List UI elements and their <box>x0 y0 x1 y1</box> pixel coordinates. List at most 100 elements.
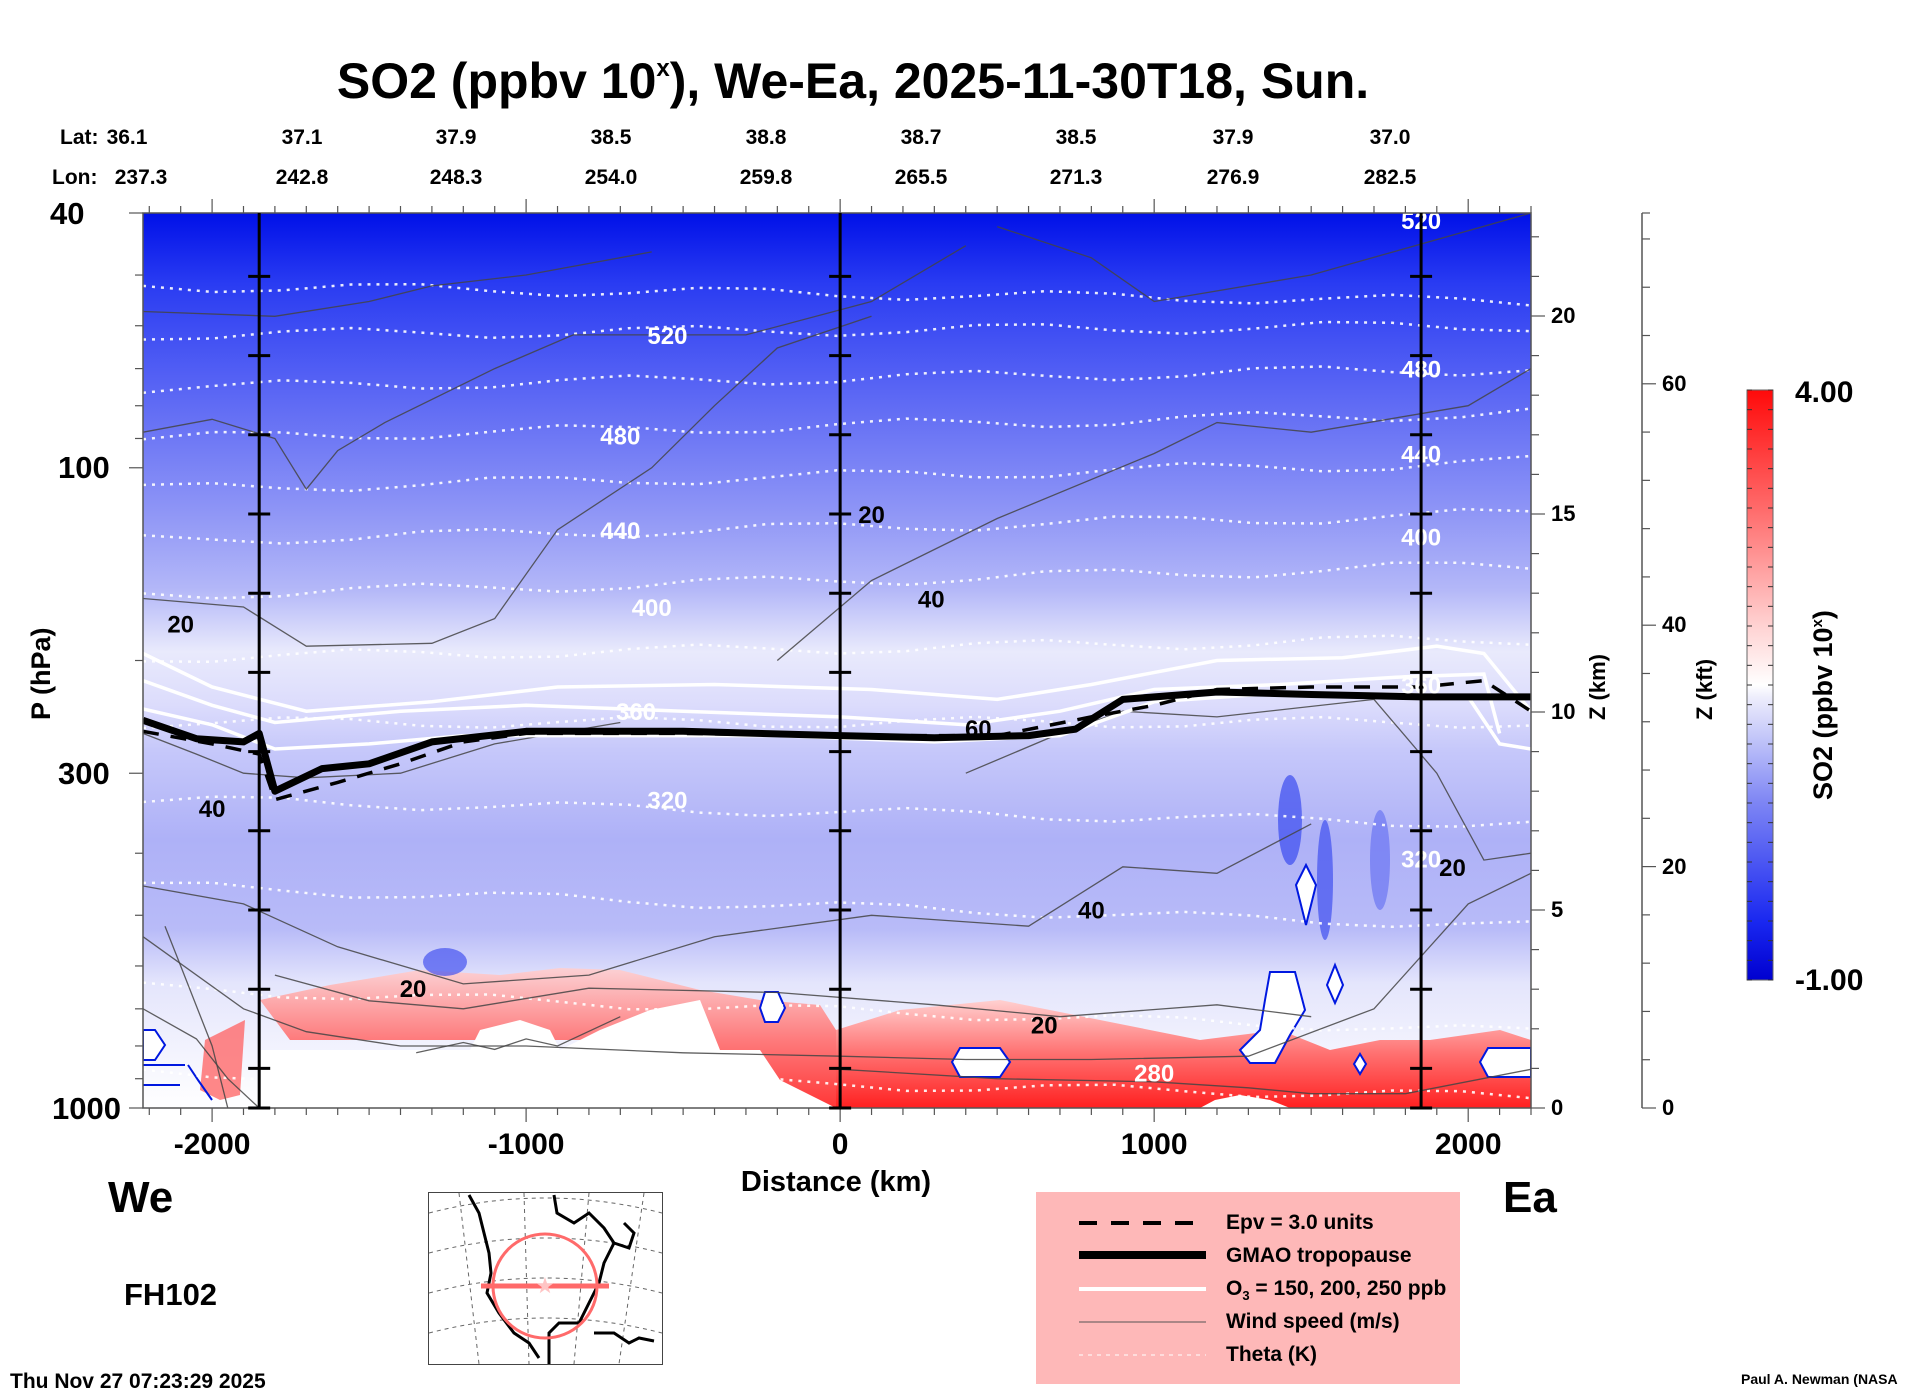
ozone-contour <box>143 672 1502 734</box>
wind-speed-contour <box>143 251 652 317</box>
so2-background-field <box>143 213 1531 1108</box>
legend-item-theta: Theta (K) <box>1226 1343 1317 1366</box>
pressure-axis-ticks <box>129 212 143 1109</box>
title-superscript: x <box>656 55 670 83</box>
theta-label: 480 <box>600 423 640 450</box>
lon-value: 282.5 <box>1363 166 1417 189</box>
wind-speed-label: 20 <box>400 976 427 1003</box>
title-text-suffix: ), We-Ea, 2025-11-30T18, Sun. <box>669 53 1370 109</box>
wind-speed-contour <box>143 245 967 491</box>
epv-contour <box>143 678 1531 802</box>
lat-row-label: Lat: <box>60 126 99 149</box>
y-tick-label: 300 <box>58 756 110 791</box>
wind-speed-contour <box>164 925 229 1108</box>
theta-contour <box>143 561 1531 600</box>
so2-high-region-far-west <box>200 1020 245 1100</box>
theta-contour <box>143 981 1531 1032</box>
legend-item-epv: Epv = 3.0 units <box>1226 1211 1374 1234</box>
z-kft-axis-title: Z (kft) <box>1692 658 1717 720</box>
x-axis-title: Distance (km) <box>740 1166 932 1198</box>
colorbar-title-text: SO2 (ppbv 10 <box>1808 627 1838 800</box>
so2-min-contour <box>1325 962 1345 1006</box>
so2-low-streak <box>1317 820 1333 940</box>
theta-contour <box>143 795 1531 828</box>
legend-item-ozone: O3 = 150, 200, 250 ppb <box>1226 1277 1446 1303</box>
lat-value: 37.9 <box>435 126 477 149</box>
lat-value: 38.7 <box>900 126 942 149</box>
theta-label: 400 <box>632 595 672 622</box>
map-graticule <box>429 1193 662 1364</box>
z-kft-tick-label: 0 <box>1662 1095 1675 1120</box>
reference-lines <box>248 213 1433 1110</box>
theta-contour <box>143 715 1531 730</box>
wind-speed-label: 60 <box>965 716 992 743</box>
z-km-tick-label: 20 <box>1551 303 1576 328</box>
so2-min-contour <box>1294 862 1318 926</box>
colorbar-title-suffix: ) <box>1808 610 1838 620</box>
y-tick-label: 100 <box>58 450 110 485</box>
x-minor-ticks <box>148 199 1532 1122</box>
wind-speed-contour <box>143 315 872 647</box>
wind-speed-label: 40 <box>1078 898 1105 925</box>
z-kft-axis <box>1641 212 1656 1109</box>
colorbar-min-label: -1.00 <box>1795 964 1864 997</box>
lat-value: 38.5 <box>590 126 632 149</box>
theta-contour <box>143 1068 1531 1100</box>
z-km-tick-label: 10 <box>1551 699 1576 724</box>
theta-contour <box>143 407 1531 441</box>
west-direction-label: We <box>108 1173 174 1222</box>
theta-contour <box>143 881 1531 929</box>
lon-value: 276.9 <box>1206 166 1260 189</box>
legend-item-tropopause: GMAO tropopause <box>1226 1244 1412 1267</box>
x-tick-label: -2000 <box>173 1128 251 1161</box>
so2-min-contour <box>143 1029 167 1061</box>
timestamp: Thu Nov 27 07:23:29 2025 <box>10 1370 266 1393</box>
z-km-axis <box>1531 236 1545 1109</box>
wind-speed-contour <box>274 974 1312 1018</box>
lat-value: 37.9 <box>1212 126 1254 149</box>
location-map-inset: ★ <box>428 1192 663 1365</box>
y-tick-label: 40 <box>50 196 85 231</box>
z-kft-tick-label: 20 <box>1662 853 1687 879</box>
lon-value: 271.3 <box>1049 166 1103 189</box>
wind-speed-contour <box>416 1016 621 1054</box>
legend-swatches <box>1079 1221 1206 1356</box>
wind-speed-label: 20 <box>167 611 194 638</box>
lon-value: 248.3 <box>429 166 483 189</box>
theta-label: 360 <box>616 699 656 726</box>
theta-contour <box>143 454 1531 493</box>
center-star-icon: ★ <box>535 1273 555 1298</box>
wind-speed-contour <box>776 368 1531 661</box>
wind-speed-label: 20 <box>1439 855 1466 882</box>
heatmap-field: 5205204804804404404004003603603203202802… <box>143 213 1531 1108</box>
so2-low-streak <box>1278 775 1302 865</box>
wind-speed-label: 40 <box>199 796 226 823</box>
wind-speed-contour <box>143 823 1312 985</box>
lat-value: 38.8 <box>745 126 787 149</box>
lon-value: 259.8 <box>739 166 793 189</box>
forecast-hour-label: FH102 <box>124 1277 218 1312</box>
map-svg: ★ <box>429 1193 662 1364</box>
z-km-tick-label: 5 <box>1551 897 1564 922</box>
so2-low-streak <box>1370 810 1390 910</box>
so2-high-region-east <box>836 1000 1531 1108</box>
theta-label: 320 <box>647 788 687 815</box>
y-axis-title: P (hPa) <box>26 627 56 720</box>
colorbar-title: SO2 (ppbv 10x) <box>1808 610 1839 800</box>
lat-value: 37.0 <box>1369 126 1411 149</box>
so2-min-contour <box>1478 1047 1531 1078</box>
legend-ozone-o: O <box>1226 1277 1243 1300</box>
so2-min-contour <box>1238 971 1307 1064</box>
so2-low-streak <box>423 948 467 976</box>
lon-value: 237.3 <box>114 166 168 189</box>
z-km-tick-label: 0 <box>1551 1095 1564 1120</box>
theta-contour <box>143 365 1531 395</box>
colorbar-ticks <box>1747 389 1773 981</box>
x-tick-label: 2000 <box>1434 1128 1502 1161</box>
y-tick-label: 1000 <box>52 1091 121 1126</box>
x-tick-label: -1000 <box>487 1128 565 1161</box>
z-kft-tick-label: 60 <box>1662 370 1687 396</box>
theta-contour <box>143 507 1531 545</box>
lon-value: 265.5 <box>894 166 948 189</box>
